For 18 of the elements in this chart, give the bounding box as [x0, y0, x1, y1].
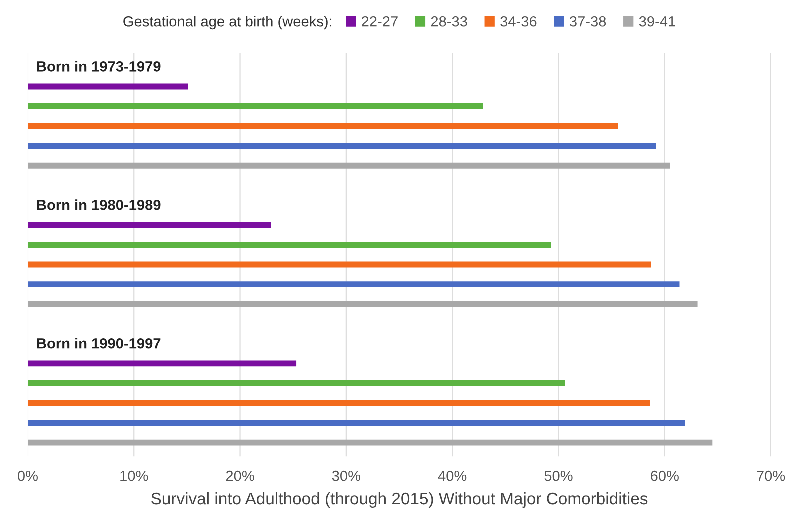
legend-label: 22-27	[362, 16, 398, 27]
x-tick-label: 70%	[757, 470, 786, 482]
legend-title: Gestational age at birth (weeks):	[124, 16, 332, 30]
x-tick-label: 40%	[438, 470, 467, 482]
y-tick-label: Born in 1973-1979	[37, 61, 161, 72]
x-axis-title: Survival into Adulthood (through 2015) Without Major Comorbidities	[152, 492, 648, 508]
legend-label: 39-41	[639, 16, 676, 27]
legend-label: 37-38	[570, 16, 606, 27]
y-tick-label: Born in 1990-1997	[37, 338, 161, 349]
x-tick-label: 0%	[18, 470, 38, 482]
x-tick-label: 30%	[332, 470, 360, 482]
legend-label: 28-33	[431, 16, 468, 27]
x-tick-label: 50%	[544, 470, 573, 482]
x-tick-label: 20%	[226, 470, 254, 482]
y-tick-label: Born in 1980-1989	[37, 200, 161, 210]
legend-label: 34-36	[500, 16, 537, 27]
x-tick-label: 10%	[120, 470, 148, 482]
x-tick-label: 60%	[651, 470, 679, 482]
